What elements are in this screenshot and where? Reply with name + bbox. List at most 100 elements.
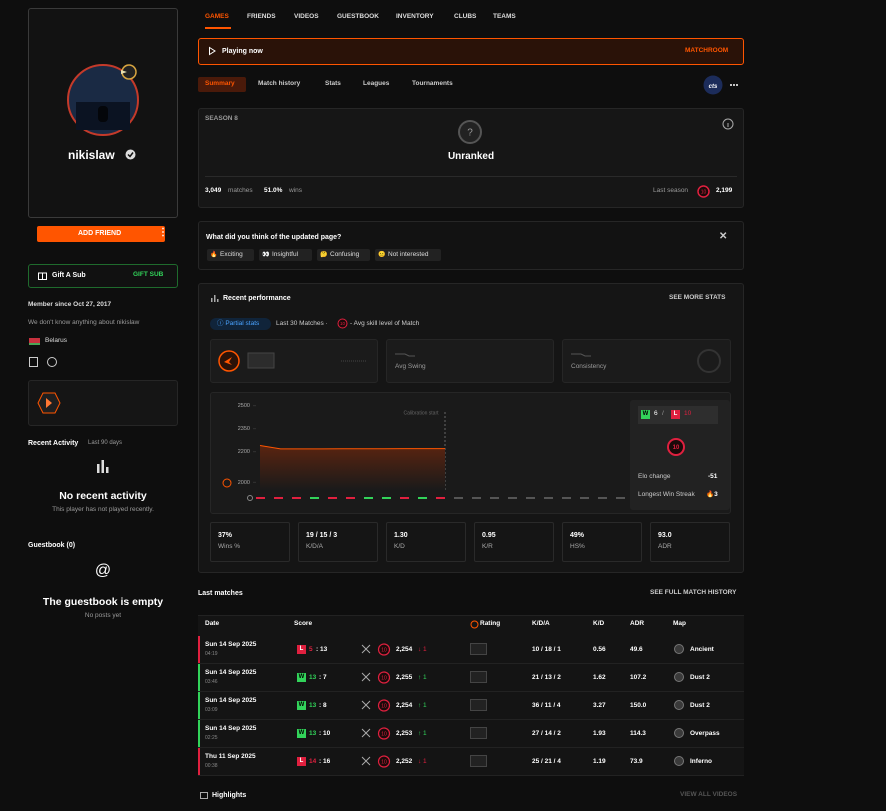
win-badge: W [641, 410, 650, 419]
option-chip[interactable] [317, 249, 370, 261]
y-tick-label: 2500 [238, 403, 250, 409]
result-bar [198, 692, 200, 719]
see-more-stats[interactable]: SEE MORE STATS [669, 294, 726, 301]
kda: 10 / 18 / 1 [532, 646, 561, 653]
elo: 2,255 [396, 674, 413, 681]
matches-count: 3,049 [205, 187, 222, 194]
rating-icon [470, 620, 479, 629]
nav-item[interactable]: FRIENDS [247, 13, 276, 20]
streak-label: Longest Win Streak [638, 491, 695, 498]
elo: 2,253 [396, 730, 413, 737]
add-friend-button[interactable] [37, 226, 165, 242]
option-label[interactable]: Insightful [272, 251, 299, 258]
info-icon[interactable] [722, 118, 734, 130]
level-text: 10 [673, 445, 680, 451]
tab[interactable]: Stats [325, 80, 341, 87]
playing-now-bar[interactable] [198, 38, 744, 65]
match-row[interactable] [198, 692, 744, 720]
option-label[interactable]: Not interested [388, 251, 429, 258]
elo: 2,254 [396, 702, 413, 709]
map-icon [674, 644, 684, 654]
match-date: Sun 14 Sep 2025 [205, 641, 257, 648]
gift-card[interactable] [28, 264, 178, 288]
option-chip[interactable] [259, 249, 312, 261]
filter-text: Last 30 Matches · [276, 320, 328, 327]
active-tab-bg [198, 77, 246, 92]
level-text: 10 [381, 759, 387, 765]
tab[interactable]: Match history [258, 80, 301, 87]
option-chip[interactable] [375, 249, 441, 261]
stat-value: 19 / 15 / 3 [306, 532, 338, 539]
performance-title: Recent performance [223, 295, 291, 302]
option-icon: 👀 [262, 252, 270, 258]
option-label[interactable]: Confusing [330, 251, 360, 258]
elo-change-value: -51 [708, 473, 718, 480]
kd: 0.56 [593, 646, 606, 653]
column-header: Score [294, 620, 313, 627]
option-chip[interactable] [207, 249, 254, 261]
map-icon [674, 728, 684, 738]
stat-card [386, 522, 466, 562]
nav-item[interactable]: GAMES [205, 13, 229, 20]
tab[interactable]: Leagues [363, 80, 390, 87]
last-season-elo: 2,199 [716, 187, 733, 194]
member-since: Member since Oct 27, 2017 [28, 301, 112, 308]
own-score: 5 [309, 646, 313, 653]
guestbook-title: Guestbook (0) [28, 542, 76, 549]
last-season-label: Last season [653, 187, 689, 194]
social-icons[interactable] [29, 357, 59, 367]
gift-button[interactable]: GIFT SUB [133, 271, 164, 278]
result-badge: W [297, 729, 306, 738]
stat-value: 1.30 [394, 532, 408, 539]
rating-icon-circle [470, 620, 479, 629]
country: Belarus [45, 337, 68, 344]
opp-score: : 10 [319, 730, 331, 737]
nav-item[interactable]: INVENTORY [396, 13, 434, 20]
wins-label: wins [289, 187, 303, 194]
map-icon [674, 756, 684, 766]
option-label[interactable]: Exciting [220, 251, 243, 258]
tab[interactable]: Tournaments [412, 80, 453, 87]
full-history-link[interactable]: SEE FULL MATCH HISTORY [650, 589, 737, 596]
row-icons: 10 [361, 755, 391, 768]
avatar [67, 64, 139, 136]
kd: 1.62 [593, 674, 606, 681]
nav-item[interactable]: VIDEOS [294, 13, 319, 20]
verified-icon [125, 149, 136, 160]
team-badge[interactable]: cts [703, 75, 743, 95]
swing-card [386, 339, 554, 383]
last-matches-title: Last matches [198, 590, 243, 597]
result-bar [198, 748, 200, 775]
view-all-videos[interactable]: VIEW ALL VIDEOS [680, 791, 738, 798]
add-friend-label[interactable]: ADD FRIEND [78, 230, 122, 237]
row-icons: 10 [361, 699, 391, 712]
row-icons: 10 [361, 671, 391, 684]
rating-box [470, 671, 487, 683]
kda: 21 / 13 / 2 [532, 674, 561, 681]
match-date: Thu 11 Sep 2025 [205, 753, 256, 760]
map-icon [674, 672, 684, 682]
matchroom-link[interactable]: MATCHROOM [685, 47, 729, 54]
result-bar [198, 636, 200, 663]
close-button[interactable]: ✕ [719, 231, 728, 242]
nav-item[interactable]: CLUBS [454, 13, 477, 20]
no-activity-text: This player has not played recently. [52, 506, 154, 513]
adr: 114.3 [630, 730, 646, 737]
result-dashes [247, 495, 625, 501]
elo-axis-icon [222, 478, 232, 488]
rating-box [470, 727, 487, 739]
username: nikislaw [68, 148, 115, 162]
tab[interactable]: Summary [205, 80, 235, 87]
opp-score: : 16 [319, 758, 331, 765]
swords-icon [361, 672, 371, 682]
nav-underline [205, 27, 231, 29]
more-button[interactable]: ⋮ [158, 227, 168, 238]
stat-card [474, 522, 554, 562]
level-text: 10 [381, 703, 387, 709]
kda: 36 / 11 / 4 [532, 702, 561, 709]
rank-icon: ? [458, 120, 482, 144]
nav-item[interactable]: GUESTBOOK [337, 13, 379, 20]
nav-item[interactable]: TEAMS [493, 13, 516, 20]
elo-area [260, 445, 445, 490]
